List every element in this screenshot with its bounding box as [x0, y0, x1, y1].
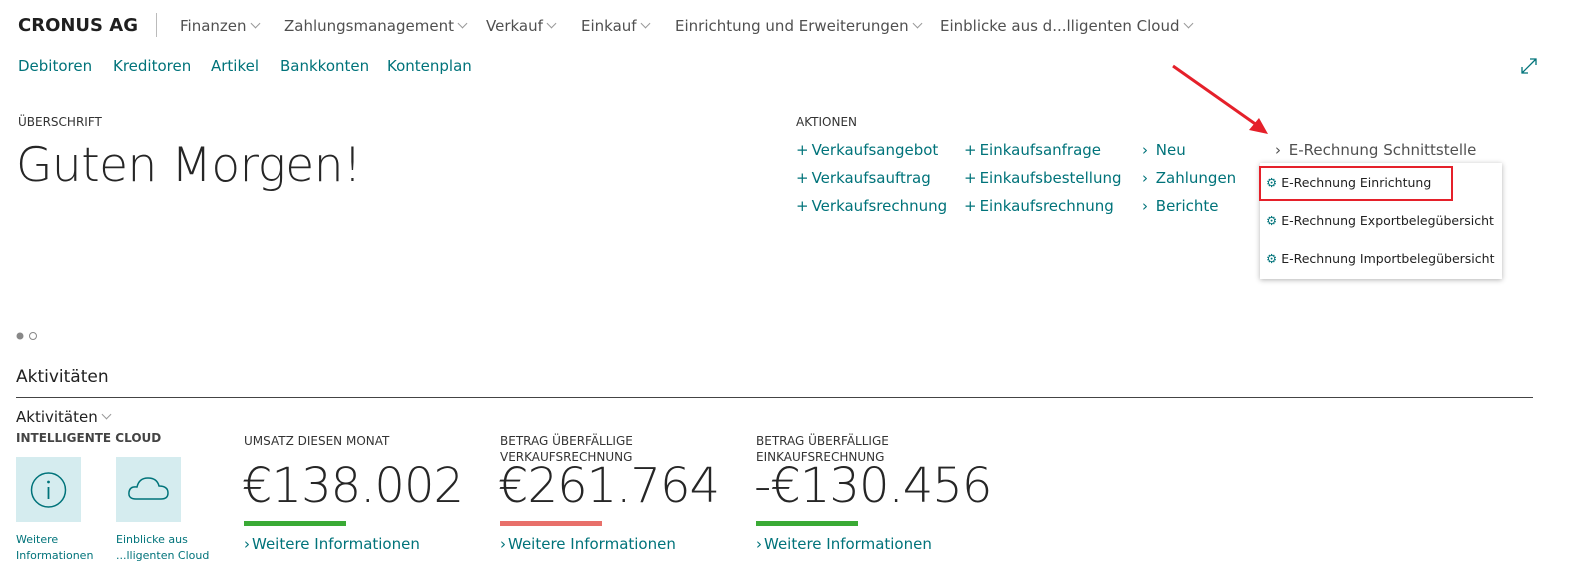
section-title: Aktivitäten	[16, 367, 109, 387]
link-icon[interactable]: ›	[500, 535, 506, 553]
kpi-link[interactable]: › Weitere Informationen	[244, 535, 420, 553]
kpi-caption: BETRAG ÜBERFÄLLIGE VERKAUFSRECHNUNG	[500, 434, 633, 464]
tile-label[interactable]: Weitere Informationen	[16, 533, 94, 562]
pager-dots[interactable]	[14, 330, 44, 342]
submenu-item[interactable]: ⚙ E-Rechnung Importbelegübersicht	[1266, 251, 1495, 266]
kpi-value: €138.002	[242, 458, 464, 514]
menu-item[interactable]: Verkauf	[486, 17, 555, 35]
action-group[interactable]: › Zahlungen	[1142, 169, 1237, 187]
kpi-link[interactable]: › Weitere Informationen	[756, 535, 932, 553]
link-label[interactable]: Weitere Informationen	[508, 535, 676, 553]
action-link[interactable]: + Einkaufsanfrage	[964, 141, 1102, 159]
submenu	[1260, 163, 1502, 279]
greeting: Guten Morgen!	[16, 138, 362, 193]
action-label[interactable]: Verkaufsauftrag	[811, 169, 931, 187]
submenu-label[interactable]: E-Rechnung Exportbelegübersicht	[1281, 213, 1494, 228]
group-label[interactable]: Neu	[1155, 141, 1186, 159]
submenu-label[interactable]: E-Rechnung Einrichtung	[1281, 175, 1432, 190]
kpi-link[interactable]: › Weitere Informationen	[500, 535, 676, 553]
submenu-item[interactable]: ⚙ E-Rechnung Einrichtung	[1266, 175, 1432, 190]
group-label[interactable]: Zahlungen	[1155, 169, 1237, 187]
action-group[interactable]: › Berichte	[1142, 197, 1219, 215]
section-rule	[16, 397, 1533, 398]
menu-item[interactable]: Finanzen	[180, 17, 259, 35]
submenu-item[interactable]: ⚙ E-Rechnung Exportbelegübersicht	[1266, 213, 1494, 228]
kpi-status-bar	[756, 521, 858, 526]
tile[interactable]	[16, 457, 81, 522]
kpi-caption: BETRAG ÜBERFÄLLIGE EINKAUFSRECHNUNG	[756, 434, 889, 464]
action-group[interactable]: › Neu	[1142, 141, 1186, 159]
headline-caption: ÜBERSCHRIFT	[18, 115, 102, 129]
link-label[interactable]: Weitere Informationen	[252, 535, 420, 553]
nav-link[interactable]: Kontenplan	[387, 57, 472, 75]
highlight-box	[1259, 166, 1453, 201]
action-label[interactable]: Verkaufsangebot	[811, 141, 939, 159]
menu-item[interactable]: Einrichtung und Erweiterungen	[675, 17, 921, 35]
action-link[interactable]: + Einkaufsbestellung	[964, 169, 1122, 187]
tile[interactable]	[116, 457, 181, 522]
action-label[interactable]: Verkaufsrechnung	[811, 197, 948, 215]
activities-group[interactable]: Aktivitäten	[16, 408, 110, 426]
action-label[interactable]: Einkaufsbestellung	[979, 169, 1122, 187]
nav-link[interactable]: Artikel	[211, 57, 260, 75]
action-link[interactable]: + Verkaufsangebot	[796, 141, 939, 159]
actions-caption: AKTIONEN	[796, 115, 857, 129]
action-link[interactable]: + Verkaufsrechnung	[796, 197, 948, 215]
action-group-expanded[interactable]: › E-Rechnung Schnittstelle	[1275, 141, 1477, 159]
tile-label[interactable]: Einblicke aus ...lligenten Cloud	[116, 533, 210, 562]
menu-item[interactable]: Einkauf	[581, 17, 649, 35]
submenu-label[interactable]: E-Rechnung Importbelegübersicht	[1281, 251, 1495, 266]
action-label[interactable]: Einkaufsrechnung	[979, 197, 1114, 215]
annotation-arrow	[1172, 64, 1268, 134]
menu-item[interactable]: Zahlungsmanagement	[284, 17, 466, 35]
cloud-caption: INTELLIGENTE CLOUD	[16, 431, 162, 445]
group-label[interactable]: Berichte	[1155, 197, 1219, 215]
kpi-status-bar	[244, 521, 346, 526]
nav-link[interactable]: Bankkonten	[280, 57, 370, 75]
action-label[interactable]: Einkaufsanfrage	[979, 141, 1102, 159]
kpi-value: -€130.456	[754, 458, 992, 514]
kpi-caption: UMSATZ DIESEN MONAT	[244, 434, 390, 448]
separator	[156, 13, 157, 37]
group-label[interactable]: E-Rechnung Schnittstelle	[1288, 141, 1477, 159]
link-label[interactable]: Weitere Informationen	[764, 535, 932, 553]
nav-link[interactable]: Debitoren	[18, 57, 93, 75]
kpi-status-bar	[500, 521, 602, 526]
expand-icon[interactable]	[1520, 57, 1538, 75]
nav-link[interactable]: Kreditoren	[113, 57, 192, 75]
action-link[interactable]: + Verkaufsauftrag	[796, 169, 931, 187]
link-icon[interactable]: ›	[244, 535, 250, 553]
action-link[interactable]: + Einkaufsrechnung	[964, 197, 1114, 215]
company-name[interactable]: CRONUS AG	[18, 15, 138, 36]
link-icon[interactable]: ›	[756, 535, 762, 553]
menu-item[interactable]: Einblicke aus d...lligenten Cloud	[940, 17, 1192, 35]
kpi-value: €261.764	[498, 458, 720, 514]
